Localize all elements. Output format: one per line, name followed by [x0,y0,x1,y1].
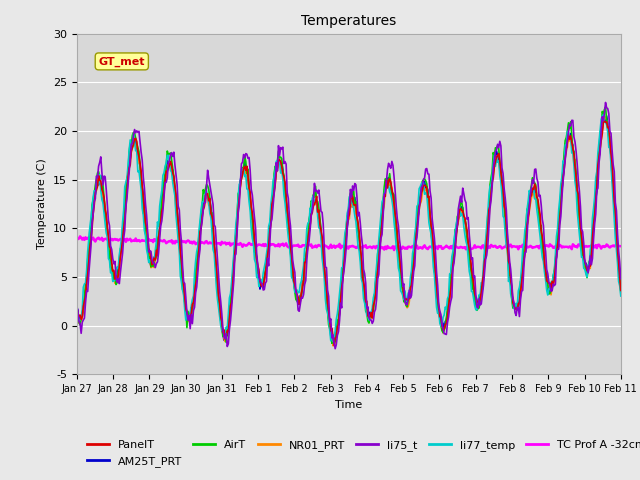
X-axis label: Time: Time [335,400,362,409]
Legend: PanelT, AM25T_PRT, AirT, NR01_PRT, li75_t, li77_temp, TC Prof A -32cm: PanelT, AM25T_PRT, AirT, NR01_PRT, li75_… [83,436,640,471]
Y-axis label: Temperature (C): Temperature (C) [37,158,47,250]
Text: GT_met: GT_met [99,56,145,67]
Title: Temperatures: Temperatures [301,14,396,28]
